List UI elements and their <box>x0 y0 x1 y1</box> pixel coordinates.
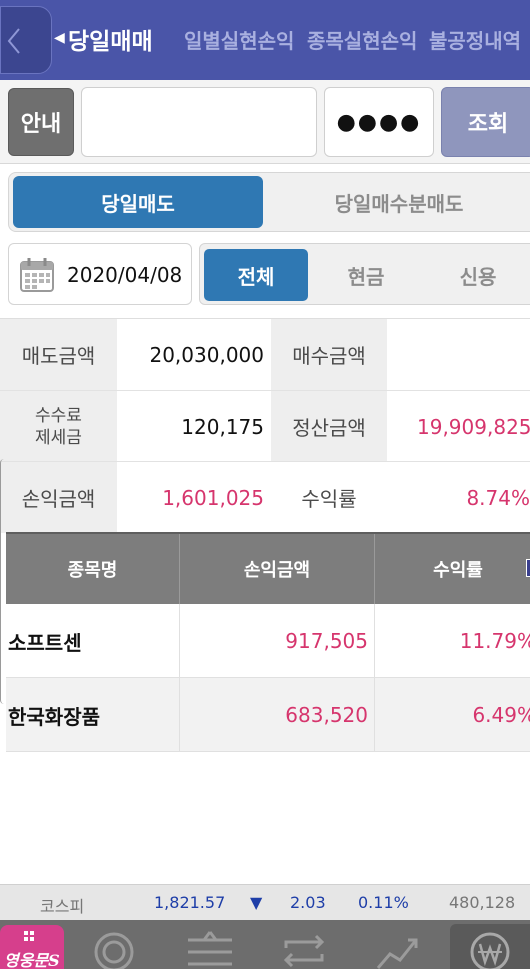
tab-pointer-icon: ◀ <box>54 30 65 46</box>
back-arrow-icon <box>7 28 20 54</box>
settle-amount-value: 19,909,825 <box>387 391 530 462</box>
fee-tax-value: 120,175 <box>117 391 270 462</box>
filter-credit[interactable]: 신용 <box>459 264 497 289</box>
sell-amount-label: 매도금액 <box>0 319 117 390</box>
down-arrow-icon: ▼ <box>250 893 263 912</box>
stock-pnl: 683,520 <box>180 678 375 752</box>
segment-today-buy-sell[interactable]: 당일매수분매도 <box>334 191 464 216</box>
date-picker[interactable]: 2020/04/08 <box>8 243 192 305</box>
back-button[interactable] <box>0 6 52 74</box>
calendar-icon <box>20 258 54 292</box>
filter-all[interactable]: 전체 <box>204 249 308 301</box>
top-tab-bar: ◀ 당일매매 일별실현손익 종목실현손익 불공정내역 <box>0 0 530 80</box>
trade-type-segment: 당일매도 당일매수분매도 <box>8 172 530 232</box>
column-header-rate[interactable]: 수익률 <box>433 560 483 581</box>
brand-menu-button[interactable]: 영웅문S <box>0 925 64 969</box>
pnl-amount-label: 손익금액 <box>0 462 117 533</box>
index-change: 2.03 <box>290 893 326 912</box>
order-icon[interactable] <box>184 928 236 969</box>
trade-volume: 480,128 <box>449 893 516 912</box>
won-nav-button[interactable] <box>450 924 530 969</box>
summary-grid: 매도금액 20,030,000 매수금액 수수료 제세금 120,175 정산금… <box>0 318 530 533</box>
column-settings-icon[interactable] <box>526 559 530 577</box>
fee-tax-label: 수수료 제세금 <box>0 391 117 462</box>
row-divider <box>0 390 530 391</box>
account-number-field[interactable] <box>81 87 317 157</box>
index-change-pct: 0.11% <box>358 893 409 912</box>
return-rate-label: 수익률 <box>271 462 387 533</box>
stock-name: 한국화장품 <box>6 678 180 752</box>
index-name: 코스피 <box>40 897 85 916</box>
settle-amount-label: 정산금액 <box>271 391 387 462</box>
transfer-icon[interactable] <box>278 928 330 969</box>
buy-amount-value <box>387 319 530 390</box>
won-icon <box>470 932 510 969</box>
stock-rate: 6.49% <box>472 703 530 727</box>
tab-unfair-history[interactable]: 불공정내역 <box>429 29 521 53</box>
fee-label: 수수료 <box>35 405 82 426</box>
column-header-pnl[interactable]: 손익금액 <box>180 534 375 604</box>
stock-rate: 11.79% <box>459 629 530 653</box>
tax-label: 제세금 <box>35 427 82 448</box>
chart-circle-icon[interactable] <box>88 928 140 969</box>
menu-grid-icon <box>24 931 38 945</box>
table-row[interactable]: 한국화장품 683,520 6.49% <box>6 678 530 752</box>
table-row[interactable]: 소프트센 917,505 11.79% <box>6 604 530 678</box>
column-header-name[interactable]: 종목명 <box>6 534 180 604</box>
bottom-nav: 영웅문S <box>0 920 530 969</box>
pnl-amount-value: 1,601,025 <box>117 462 270 533</box>
row-divider <box>0 461 530 462</box>
trend-icon[interactable] <box>372 928 424 969</box>
stock-pnl: 917,505 <box>180 604 375 678</box>
tab-daily-realized-pnl[interactable]: 일별실현손익 <box>184 29 295 53</box>
tab-daily-trade[interactable]: 당일매매 <box>68 29 153 55</box>
password-field[interactable]: ●●●● <box>324 87 434 157</box>
table-header: 종목명 손익금액 수익률 <box>6 532 530 604</box>
guide-button[interactable]: 안내 <box>8 88 74 156</box>
sell-amount-value: 20,030,000 <box>117 319 270 390</box>
date-value: 2020/04/08 <box>67 263 183 287</box>
panel-edge <box>0 459 5 704</box>
account-type-filter: 전체 현금 신용 <box>199 243 530 305</box>
market-ticker[interactable]: 코스피 1,821.57 ▼ 2.03 0.11% 480,128 <box>0 884 530 920</box>
buy-amount-label: 매수금액 <box>271 319 387 390</box>
account-row: 안내 ●●●● 조회 <box>0 80 530 164</box>
stock-name: 소프트센 <box>6 604 180 678</box>
segment-today-sell[interactable]: 당일매도 <box>13 176 263 228</box>
query-button[interactable]: 조회 <box>441 87 530 157</box>
index-value: 1,821.57 <box>154 893 226 912</box>
tab-stock-realized-pnl[interactable]: 종목실현손익 <box>307 29 418 53</box>
filter-cash[interactable]: 현금 <box>347 264 385 289</box>
return-rate-value: 8.74% <box>387 462 530 533</box>
brand-logo-text: 영웅문S <box>4 951 60 969</box>
